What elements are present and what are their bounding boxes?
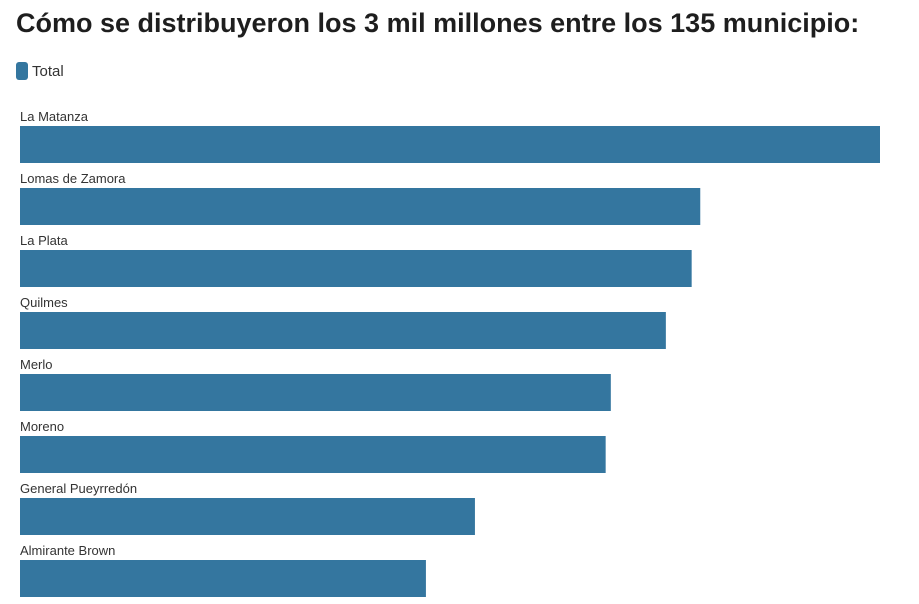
chart-title: Cómo se distribuyeron los 3 mil millones… [16, 8, 860, 38]
category-label: General Pueyrredón [20, 481, 137, 496]
category-label: Moreno [20, 419, 64, 434]
bar[interactable] [20, 250, 692, 287]
bar[interactable] [20, 188, 701, 225]
category-label: Quilmes [20, 295, 68, 310]
category-label: Almirante Brown [20, 543, 115, 558]
legend-label: Total [32, 62, 64, 80]
bar[interactable] [20, 560, 426, 597]
category-label: Merlo [20, 357, 53, 372]
category-label: La Matanza [20, 109, 89, 124]
chart-legend[interactable]: Total [16, 62, 64, 80]
bar[interactable] [20, 436, 606, 473]
category-label: La Plata [20, 233, 68, 248]
category-label: Lomas de Zamora [20, 171, 126, 186]
bar[interactable] [20, 126, 880, 163]
bar[interactable] [20, 374, 611, 411]
bar[interactable] [20, 498, 475, 535]
bar[interactable] [20, 312, 666, 349]
legend-swatch [16, 62, 28, 80]
